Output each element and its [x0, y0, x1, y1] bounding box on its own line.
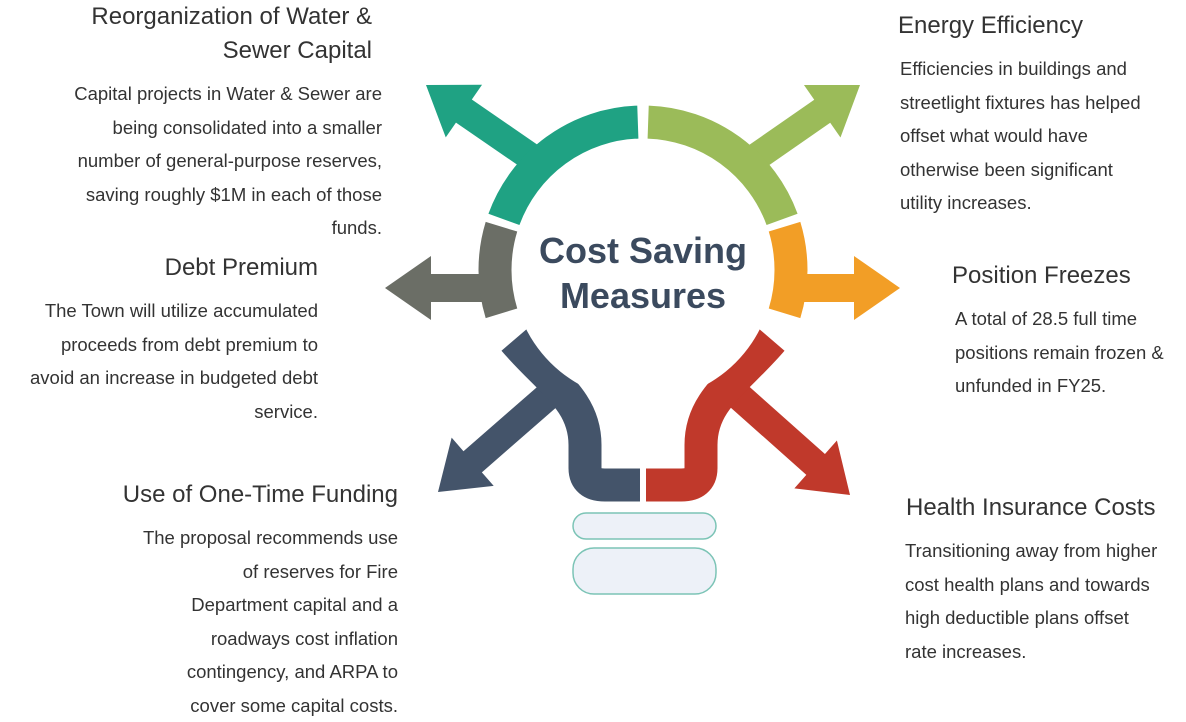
body-line: saving roughly $1M in each of those	[74, 178, 382, 212]
body-line: service.	[30, 395, 318, 429]
measure: Use of One-Time Funding The proposal reco…	[123, 478, 398, 722]
body-line: cost health plans and towards	[905, 568, 1157, 602]
body-line: of reserves for Fire	[123, 555, 398, 589]
ring-gray	[495, 227, 501, 314]
body-line: Capital projects in Water & Sewer are	[74, 77, 382, 111]
measure: Health Insurance Costs Transitioning away…	[906, 491, 1157, 668]
body-line: streetlight fixtures has helped	[900, 86, 1141, 120]
body-line: avoid an increase in budgeted debt	[30, 361, 318, 395]
heading-line: Debt Premium	[30, 251, 318, 285]
body-line: The proposal recommends use	[123, 521, 398, 555]
body-line: A total of 28.5 full time	[955, 302, 1164, 336]
body-line: cover some capital costs.	[123, 689, 398, 722]
body-line: number of general-purpose reserves,	[74, 144, 382, 178]
body-line: utility increases.	[900, 186, 1141, 220]
body-line: contingency, and ARPA to	[123, 655, 398, 689]
heading-line: Health Insurance Costs	[906, 491, 1157, 525]
measure: Reorganization of Water &Sewer Capital Ca…	[74, 0, 382, 245]
body-line: rate increases.	[905, 635, 1157, 669]
measure-heading: Position Freezes	[952, 259, 1164, 293]
bulb-base-bottom	[573, 548, 716, 594]
ring-orange	[785, 227, 791, 314]
body-line: offset what would have	[900, 119, 1141, 153]
measure: Energy Efficiency Efficiencies in buildin…	[898, 9, 1141, 220]
measure: Debt Premium The Town will utilize accumu…	[30, 251, 318, 428]
measure: Position Freezes A total of 28.5 full tim…	[952, 259, 1164, 403]
center-title: Cost Saving Measures	[523, 228, 763, 318]
body-line: Transitioning away from higher	[905, 534, 1157, 568]
body-line: positions remain frozen &	[955, 336, 1164, 370]
body-line: The Town will utilize accumulated	[30, 294, 318, 328]
heading-line: Energy Efficiency	[898, 9, 1141, 43]
heading-line: Position Freezes	[952, 259, 1164, 293]
measure-heading: Health Insurance Costs	[906, 491, 1157, 525]
body-line: funds.	[74, 211, 382, 245]
body-line: unfunded in FY25.	[955, 369, 1164, 403]
measure-heading: Use of One-Time Funding	[123, 478, 398, 512]
measure-heading: Energy Efficiency	[898, 9, 1141, 43]
body-line: proceeds from debt premium to	[30, 328, 318, 362]
body-line: Efficiencies in buildings and	[900, 52, 1141, 86]
bulb-base-top	[573, 513, 716, 539]
arrow-red	[723, 380, 850, 495]
measure-heading: Debt Premium	[30, 251, 318, 285]
body-line: high deductible plans offset	[905, 601, 1157, 635]
body-line: Department capital and a	[123, 588, 398, 622]
heading-line: Sewer Capital	[74, 34, 372, 68]
heading-line: Use of One-Time Funding	[123, 478, 398, 512]
heading-line: Reorganization of Water &	[74, 0, 372, 34]
measure-heading: Reorganization of Water &Sewer Capital	[74, 0, 372, 68]
body-line: roadways cost inflation	[123, 622, 398, 656]
body-line: being consolidated into a smaller	[74, 111, 382, 145]
body-line: otherwise been significant	[900, 153, 1141, 187]
